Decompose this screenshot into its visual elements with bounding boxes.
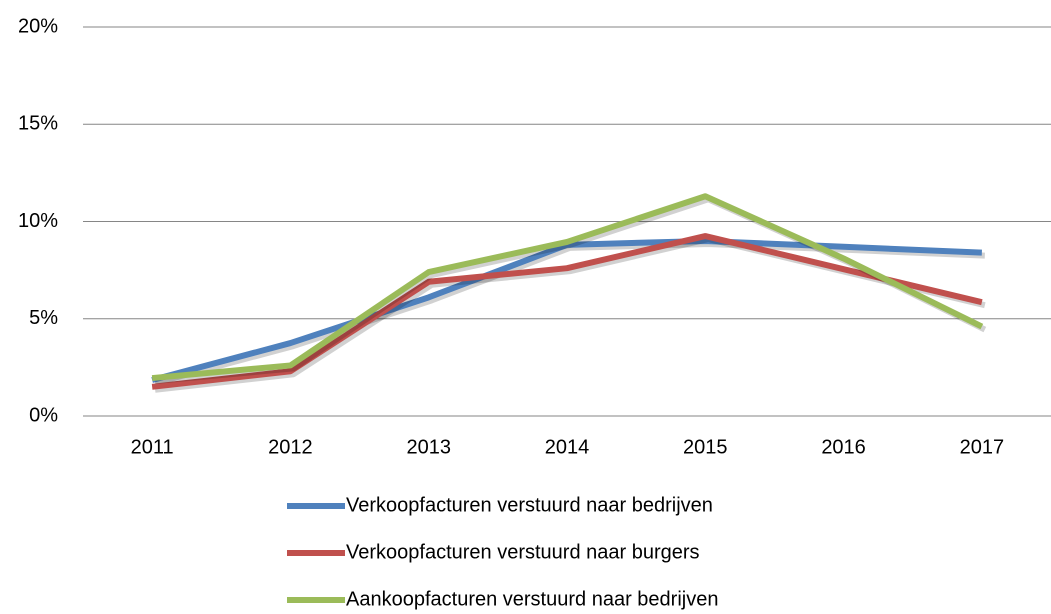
x-tick-label: 2011 (131, 436, 174, 458)
x-tick-label: 2013 (406, 436, 451, 458)
series-line (151, 237, 982, 383)
y-tick-label: 20% (18, 15, 58, 37)
y-tick-label: 15% (18, 113, 58, 135)
legend-label: Verkoopfacturen verstuurd naar burgers (346, 541, 700, 563)
y-tick-label: 5% (29, 307, 58, 329)
x-tick-label: 2016 (821, 436, 866, 458)
line-shadow (154, 196, 987, 385)
legend-label: Aankoopfacturen verstuurd naar bedrijven (346, 588, 718, 610)
y-tick-label: 10% (18, 210, 58, 232)
series-line (151, 193, 984, 382)
x-tick-label: 2015 (683, 436, 728, 458)
x-tick-label: 2017 (960, 436, 1005, 458)
x-tick-label: 2012 (268, 436, 313, 458)
series-line (151, 233, 983, 390)
y-tick-label: 0% (29, 404, 58, 426)
legend-label: Verkoopfacturen verstuurd naar bedrijven (346, 494, 713, 516)
x-tick-label: 2014 (545, 436, 590, 458)
